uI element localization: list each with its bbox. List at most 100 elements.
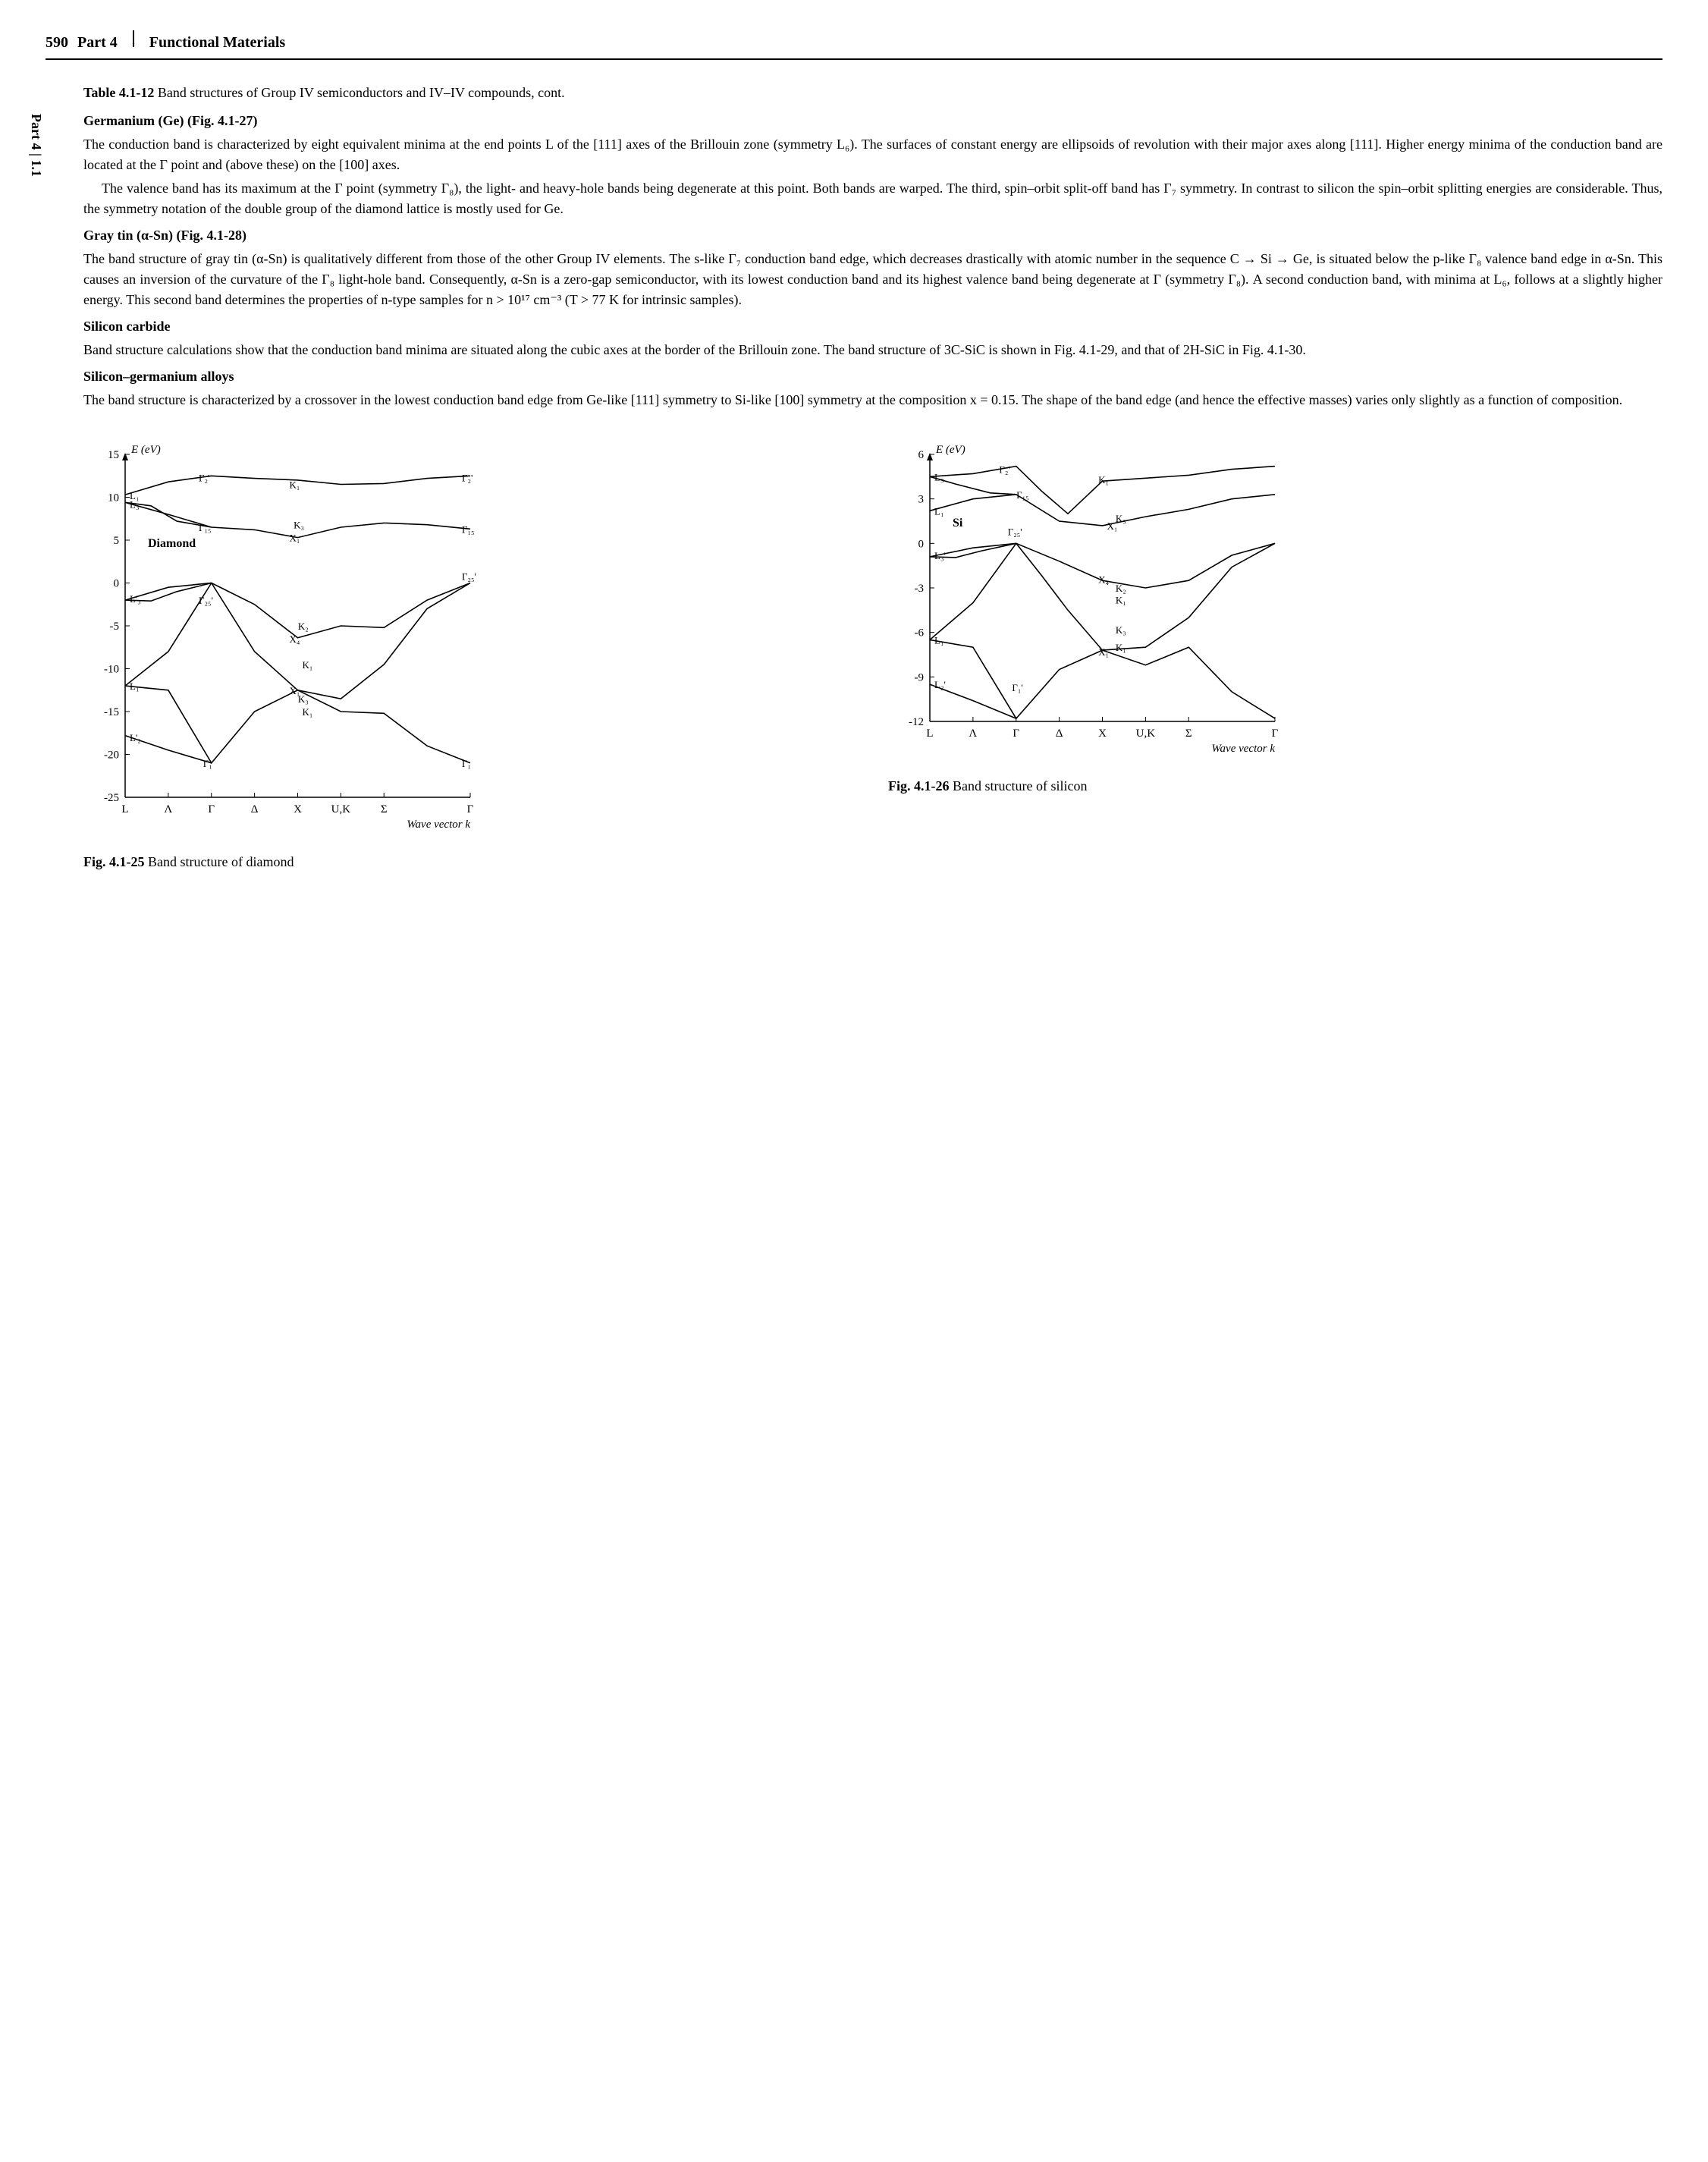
svg-text:X₁: X₁ (289, 533, 300, 544)
paragraph: The band structure is characterized by a… (83, 390, 1662, 410)
section-heading: Germanium (Ge) (Fig. 4.1-27) (83, 111, 1662, 131)
svg-text:Γ₁₅: Γ₁₅ (1016, 489, 1029, 501)
svg-text:-3: -3 (915, 583, 925, 595)
svg-text:L'₃: L'₃ (130, 593, 141, 605)
svg-text:Γ₁₅: Γ₁₅ (199, 522, 212, 533)
svg-text:L₁: L₁ (934, 634, 943, 646)
svg-text:-15: -15 (104, 706, 119, 718)
svg-text:Γ: Γ (208, 803, 215, 815)
svg-text:Σ: Σ (1185, 727, 1192, 740)
part-label: Part 4 (77, 31, 118, 54)
svg-text:L₁: L₁ (934, 505, 943, 517)
svg-text:X: X (1098, 727, 1107, 740)
figure-caption-strong: Fig. 4.1-26 (888, 778, 950, 793)
figure-caption-strong: Fig. 4.1-25 (83, 854, 145, 869)
svg-text:Γ₁: Γ₁ (203, 758, 212, 769)
side-tab: Part 4 | 1.1 (26, 114, 46, 177)
part-subtitle: Functional Materials (149, 31, 285, 54)
svg-text:Γ₂': Γ₂' (999, 464, 1009, 476)
svg-text:U,K: U,K (331, 803, 351, 815)
svg-text:L₃': L₃' (934, 550, 946, 561)
svg-text:Γ₂₅': Γ₂₅' (1008, 526, 1022, 538)
svg-text:Γ₂₅': Γ₂₅' (462, 570, 476, 582)
svg-text:Γ₁₅: Γ₁₅ (462, 523, 475, 535)
svg-text:L₂': L₂' (934, 679, 946, 690)
table-title: Table 4.1-12 Band structures of Group IV… (83, 83, 1662, 103)
svg-text:-5: -5 (110, 621, 120, 633)
svg-text:L'₂: L'₂ (130, 732, 141, 743)
svg-text:K₁: K₁ (1098, 474, 1109, 486)
svg-text:K₂: K₂ (1116, 583, 1126, 594)
svg-text:3: 3 (918, 494, 925, 506)
section-heading: Gray tin (α-Sn) (Fig. 4.1-28) (83, 225, 1662, 246)
svg-text:X₄: X₄ (289, 633, 300, 645)
page-header: 590 Part 4 Functional Materials (46, 30, 1662, 60)
svg-text:X: X (294, 803, 302, 815)
figure-caption-diamond: Fig. 4.1-25 Band structure of diamond (83, 852, 858, 872)
svg-text:Wave vector k: Wave vector k (407, 819, 470, 831)
svg-text:K₂: K₂ (298, 621, 309, 632)
svg-text:U,K: U,K (1136, 727, 1156, 740)
figures-row: E (eV)151050-5-10-15-20-25LΛΓΔXU,KΣΓWave… (83, 441, 1662, 872)
svg-text:-10: -10 (104, 664, 119, 676)
svg-text:K₁: K₁ (1116, 595, 1126, 606)
svg-text:Γ₁: Γ₁ (462, 758, 471, 769)
svg-text:0: 0 (114, 578, 120, 590)
section-heading: Silicon–germanium alloys (83, 366, 1662, 387)
content-area: Table 4.1-12 Band structures of Group IV… (83, 83, 1662, 872)
svg-text:K₁: K₁ (289, 479, 300, 491)
svg-text:K₃: K₃ (294, 520, 304, 531)
paragraph: The band structure of gray tin (α-Sn) is… (83, 249, 1662, 310)
svg-text:L: L (121, 803, 128, 815)
svg-text:-9: -9 (915, 671, 925, 683)
svg-text:Si: Si (953, 517, 963, 530)
table-title-rest: Band structures of Group IV semiconducto… (154, 85, 564, 100)
figure-caption-silicon: Fig. 4.1-26 Band structure of silicon (888, 776, 1662, 797)
svg-text:Wave vector k: Wave vector k (1211, 743, 1275, 755)
header-separator (133, 30, 134, 47)
svg-text:Δ: Δ (1056, 727, 1063, 740)
svg-text:Diamond: Diamond (148, 537, 196, 550)
svg-text:K₃: K₃ (298, 693, 309, 705)
figure-silicon: E (eV)630-3-6-9-12LΛΓΔXU,KΣΓWave vector … (888, 441, 1662, 797)
svg-text:-12: -12 (909, 716, 924, 728)
svg-text:X₁: X₁ (1107, 520, 1118, 532)
paragraph: The conduction band is characterized by … (83, 134, 1662, 175)
svg-text:K₁: K₁ (303, 659, 313, 671)
section-heading: Silicon carbide (83, 316, 1662, 337)
figure-diamond-svg: E (eV) 15 10 5 0 -5 -10 -15 -20 -25L Λ Γ Δ X U,K Σ Γ Wave… (83, 441, 478, 835)
svg-text:K₁: K₁ (1116, 642, 1126, 653)
svg-text:Γ: Γ (467, 803, 474, 815)
svg-text:K₁: K₁ (303, 706, 313, 718)
figure-caption-rest: Band structure of silicon (950, 778, 1088, 793)
svg-text:0: 0 (918, 538, 925, 550)
sections-container: Germanium (Ge) (Fig. 4.1-27) The conducti… (83, 111, 1662, 410)
svg-text:15: 15 (108, 449, 119, 461)
svg-text:K₃: K₃ (1116, 624, 1126, 636)
paragraph: The valence band has its maximum at the … (83, 178, 1662, 219)
svg-text:L₃: L₃ (934, 471, 943, 482)
table-title-strong: Table 4.1-12 (83, 85, 154, 100)
svg-text:6: 6 (918, 449, 925, 461)
svg-text:Γ₁': Γ₁' (1012, 682, 1022, 693)
svg-text:L₃: L₃ (130, 499, 139, 511)
svg-text:5: 5 (114, 535, 120, 547)
figure-silicon-svg: E (eV)630-3-6-9-12LΛΓΔXU,KΣΓWave vector … (888, 441, 1283, 759)
svg-text:E (eV): E (eV) (935, 444, 965, 456)
svg-text:Γ₂₅': Γ₂₅' (199, 595, 213, 606)
svg-text:X₁: X₁ (1098, 646, 1109, 658)
svg-text:Γ₂': Γ₂' (199, 473, 209, 484)
svg-text:-20: -20 (104, 749, 119, 762)
svg-text:-25: -25 (104, 792, 119, 804)
svg-text:L: L (926, 727, 933, 740)
svg-text:10: 10 (108, 492, 119, 504)
svg-text:E (eV): E (eV) (130, 444, 161, 456)
svg-text:Σ: Σ (381, 803, 388, 815)
svg-text:-6: -6 (915, 627, 925, 639)
figure-caption-rest: Band structure of diamond (145, 854, 294, 869)
svg-text:Δ: Δ (251, 803, 259, 815)
svg-text:L₁: L₁ (130, 680, 139, 692)
svg-text:X₄: X₄ (1098, 573, 1109, 585)
figure-diamond: E (eV) 15 10 5 0 -5 -10 -15 -20 -25L Λ Γ Δ X U,K Σ Γ Wave… (83, 441, 858, 872)
svg-text:Λ: Λ (164, 803, 172, 815)
